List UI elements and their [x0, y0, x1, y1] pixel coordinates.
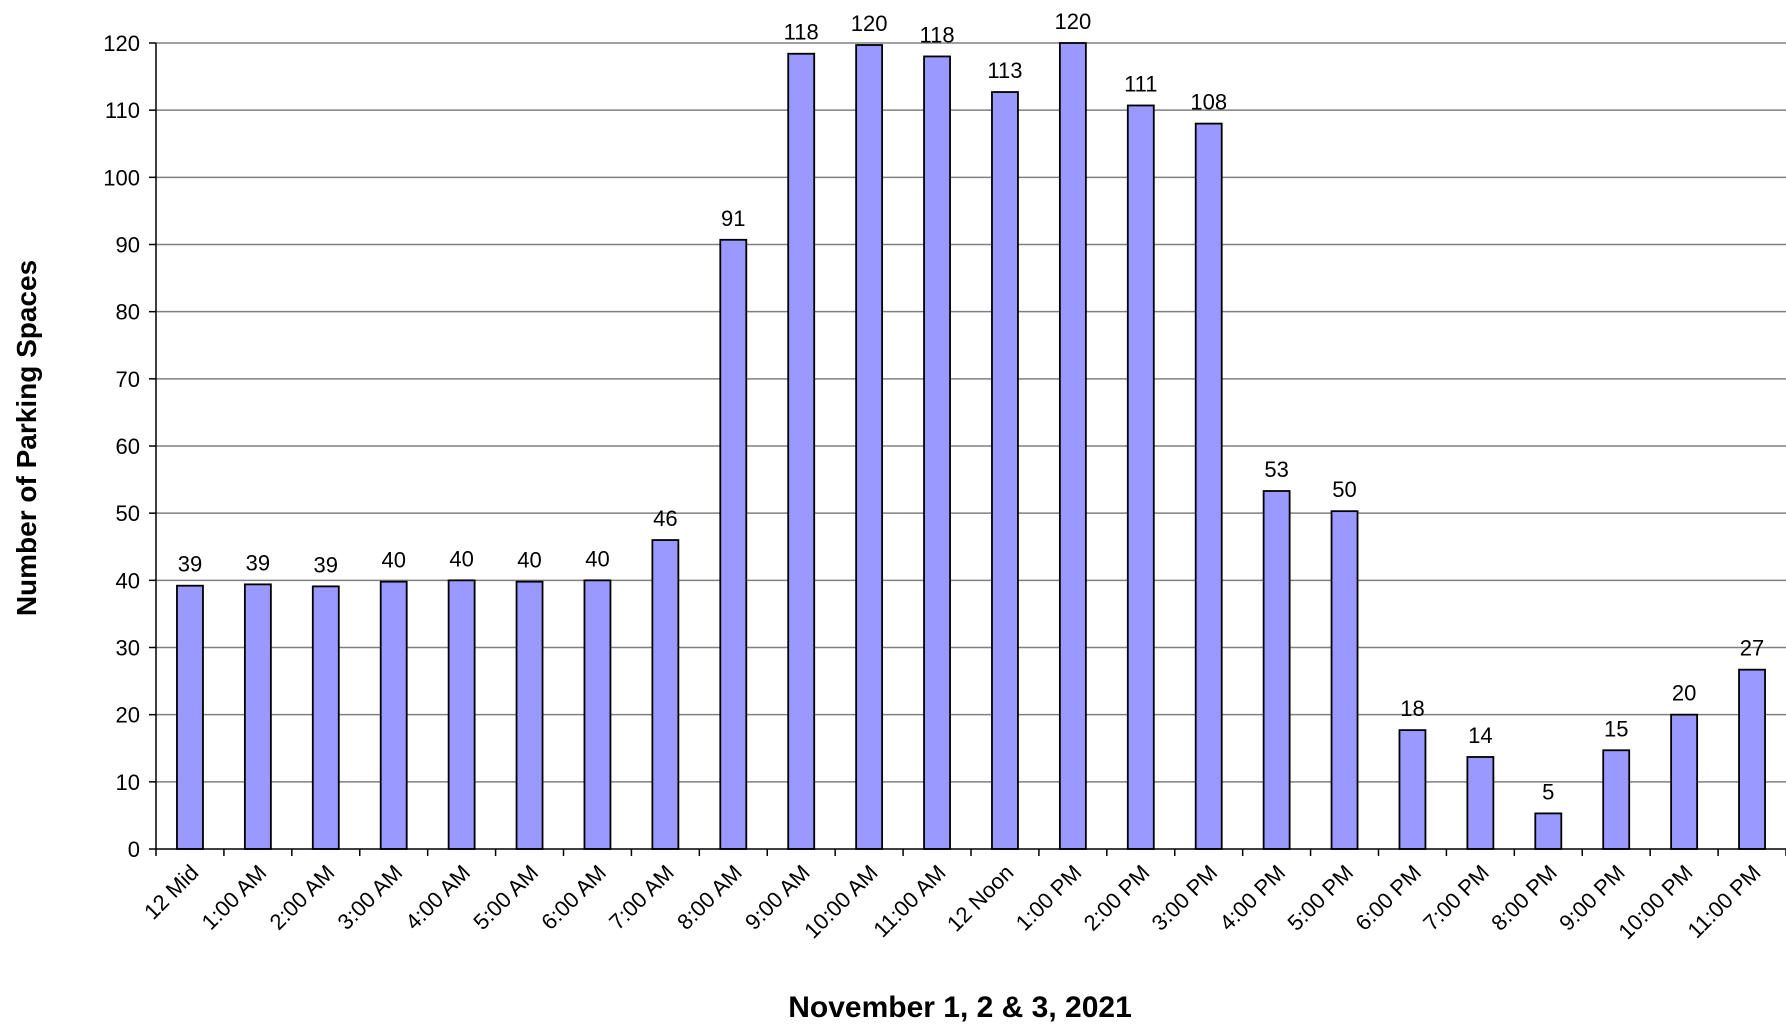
data-label: 91 — [721, 206, 745, 231]
x-tick-label: 10:00 PM — [1613, 860, 1697, 944]
data-label: 14 — [1468, 723, 1492, 748]
data-label: 118 — [784, 20, 819, 45]
bar — [924, 56, 950, 849]
y-tick-label: 30 — [116, 636, 140, 661]
x-tick-label: 2:00 AM — [265, 860, 340, 935]
data-label: 39 — [246, 550, 270, 575]
x-tick-label: 4:00 PM — [1215, 860, 1291, 936]
data-label: 118 — [920, 22, 955, 47]
x-tick-label: 1:00 PM — [1011, 860, 1087, 936]
data-label: 40 — [517, 548, 541, 573]
bar — [992, 92, 1018, 849]
bar — [1196, 124, 1222, 849]
data-label: 53 — [1264, 457, 1288, 482]
data-label: 40 — [585, 546, 609, 571]
x-tick-label: 3:00 PM — [1147, 860, 1223, 936]
x-tick-label: 4:00 AM — [400, 860, 475, 935]
y-tick-label: 50 — [116, 501, 140, 526]
bar — [1671, 715, 1697, 849]
bar — [856, 45, 882, 849]
bar — [517, 582, 543, 849]
x-tick-label: 7:00 AM — [604, 860, 679, 935]
x-tick-label: 5:00 AM — [468, 860, 543, 935]
y-tick-label: 40 — [116, 568, 140, 593]
y-tick-label: 0 — [128, 837, 140, 862]
bar — [449, 580, 475, 849]
y-tick-label: 70 — [116, 367, 140, 392]
data-label: 50 — [1332, 477, 1356, 502]
bar — [720, 240, 746, 849]
y-tick-labels: 0 10 20 30 40 50 60 70 80 90 100 110 120 — [103, 31, 140, 862]
data-label: 39 — [314, 552, 338, 577]
x-axis-label: November 1, 2 & 3, 2021 — [788, 991, 1132, 1024]
bar — [177, 586, 203, 849]
x-tick-label: 12 Mid — [139, 860, 203, 924]
bar — [1399, 730, 1425, 849]
bar — [245, 584, 271, 849]
data-label: 27 — [1740, 636, 1764, 661]
data-label: 46 — [653, 506, 677, 531]
data-label: 120 — [1055, 9, 1092, 34]
x-tick-label: 6:00 AM — [536, 860, 611, 935]
y-tick-label: 80 — [116, 300, 140, 325]
data-label: 39 — [178, 552, 202, 577]
bar — [1060, 43, 1086, 849]
bar — [1739, 670, 1765, 849]
y-tick-label: 90 — [116, 233, 140, 258]
data-label: 15 — [1604, 716, 1628, 741]
data-label: 40 — [381, 548, 405, 573]
bar — [788, 54, 814, 849]
x-tick-label: 10:00 AM — [799, 860, 882, 943]
y-axis-label: Number of Parking Spaces — [11, 260, 42, 616]
data-label: 113 — [987, 58, 1022, 83]
bar — [1332, 511, 1358, 849]
x-tick-label: 5:00 PM — [1282, 860, 1358, 936]
bar — [1467, 757, 1493, 849]
y-tick-label: 10 — [116, 770, 140, 795]
y-tick-label: 100 — [103, 165, 140, 190]
x-tick-label: 2:00 PM — [1079, 860, 1155, 936]
y-tick-label: 110 — [105, 98, 140, 123]
x-tick-label: 8:00 PM — [1486, 860, 1562, 936]
bar — [652, 540, 678, 849]
x-tick-label: 1:00 AM — [197, 860, 272, 935]
x-tick-label: 11:00 AM — [868, 860, 950, 942]
bar — [1264, 491, 1290, 849]
x-tick-label: 12 Noon — [942, 860, 1019, 937]
x-tick-label: 7:00 PM — [1418, 860, 1494, 936]
x-tick-label: 11:00 PM — [1682, 860, 1765, 943]
data-label: 20 — [1672, 681, 1696, 706]
x-tick-label: 6:00 PM — [1350, 860, 1426, 936]
bar — [313, 586, 339, 849]
data-label: 120 — [851, 11, 888, 36]
data-label: 111 — [1124, 71, 1157, 96]
y-tick-label: 120 — [103, 31, 140, 56]
data-label: 5 — [1542, 779, 1554, 804]
x-tick-label: 3:00 AM — [332, 860, 407, 935]
x-tick-label: 8:00 AM — [672, 860, 747, 935]
bar — [1128, 105, 1154, 849]
y-tick-label: 20 — [116, 703, 140, 728]
data-label: 40 — [449, 546, 473, 571]
data-label: 108 — [1190, 90, 1227, 115]
bar — [381, 582, 407, 849]
bar — [584, 580, 610, 849]
y-tick-label: 60 — [116, 434, 140, 459]
bar — [1603, 750, 1629, 849]
data-label: 18 — [1400, 696, 1424, 721]
bar — [1535, 813, 1561, 849]
data-labels: 39 39 39 40 40 40 40 46 91 118 120 118 113 120 111 108 5… — [178, 9, 1765, 804]
